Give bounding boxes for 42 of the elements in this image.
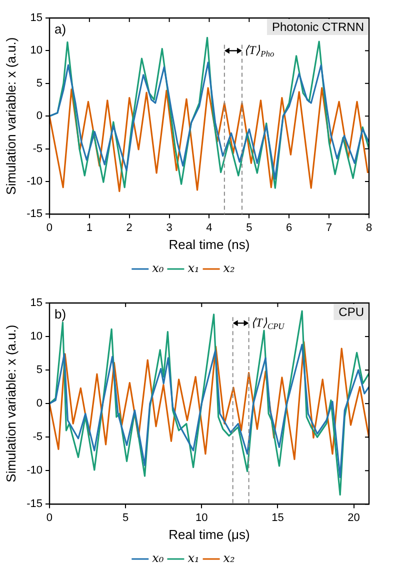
x-tick-label: 5 — [122, 512, 129, 524]
y-tick-label: -5 — [32, 431, 42, 444]
y-tick-label: -15 — [26, 498, 42, 510]
x-axis-title: Real time (ns) — [168, 236, 250, 252]
legend-label: x₂ — [223, 551, 236, 566]
y-tick-label: 10 — [30, 330, 42, 343]
y-tick-label: 5 — [36, 364, 42, 376]
x-tick-label: 15 — [272, 512, 284, 524]
legend-label: x₂ — [223, 261, 236, 276]
annotation: a) — [54, 22, 66, 37]
x-tick-label: 1 — [86, 222, 92, 234]
x-axis-title: Real time (μs) — [168, 526, 250, 542]
y-tick-label: 5 — [36, 77, 42, 90]
y-tick-label: 0 — [36, 110, 42, 122]
annotation: CPU — [338, 304, 364, 319]
x-tick-label: 4 — [206, 222, 212, 234]
legend-label: x₁ — [188, 261, 200, 276]
legend-label: x₀ — [152, 261, 164, 276]
x-tick-label: 2 — [126, 222, 132, 234]
legend-label: x₁ — [188, 551, 200, 566]
y-tick-label: -10 — [26, 464, 42, 477]
y-axis-title: Simulation variable: x (a.u.) — [3, 324, 18, 482]
x-tick-label: 3 — [166, 222, 172, 234]
legend-label: x₀ — [152, 551, 164, 566]
y-tick-label: -5 — [32, 142, 42, 155]
x-tick-label: 8 — [366, 222, 372, 234]
x-tick-label: 20 — [348, 512, 360, 524]
x-tick-label: 10 — [196, 512, 208, 524]
y-tick-label: 0 — [36, 398, 42, 410]
annotation: b) — [54, 306, 66, 322]
x-tick-label: 0 — [46, 512, 53, 524]
y-tick-label: 15 — [30, 12, 42, 24]
y-tick-label: -15 — [26, 208, 42, 220]
annotation: Photonic CTRNN — [272, 20, 364, 34]
y-tick-label: 15 — [30, 297, 42, 310]
x-tick-label: 7 — [326, 222, 332, 234]
x-tick-label: 0 — [46, 222, 53, 234]
y-tick-label: -10 — [26, 176, 42, 188]
x-tick-label: 5 — [246, 222, 252, 234]
y-axis-title: Simulation variable: x (a.u.) — [3, 37, 18, 195]
x-tick-label: 6 — [286, 222, 292, 234]
y-tick-label: 10 — [30, 44, 42, 57]
